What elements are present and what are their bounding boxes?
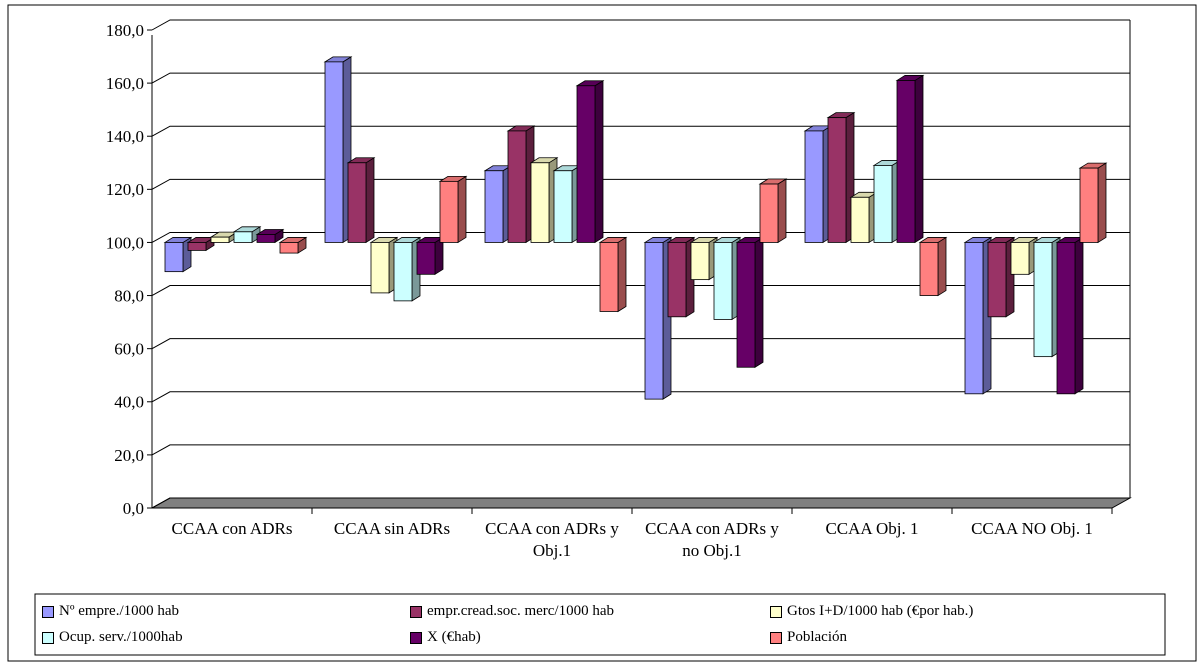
bar xyxy=(439,180,459,243)
bar xyxy=(713,242,733,320)
bar xyxy=(347,162,367,243)
bar xyxy=(667,242,687,318)
grid-line xyxy=(151,391,1130,403)
legend-swatch xyxy=(42,631,54,644)
bar xyxy=(850,196,870,243)
bar xyxy=(1079,167,1099,243)
grid-line xyxy=(151,444,1130,456)
grid-line xyxy=(151,125,1130,137)
bar xyxy=(599,242,619,312)
legend-swatch xyxy=(770,605,782,618)
legend-swatch xyxy=(42,605,54,618)
grid-line xyxy=(151,178,1130,190)
bar-side xyxy=(434,236,444,276)
bar xyxy=(804,130,824,243)
bar xyxy=(416,242,436,275)
legend-item: Ocup. serv./1000hab xyxy=(42,629,183,646)
grid-line xyxy=(151,285,1130,296)
legend-label: Gtos I+D/1000 hab (€por hab.) xyxy=(787,603,974,619)
bar xyxy=(507,130,527,243)
bar-side xyxy=(777,178,787,244)
bar xyxy=(1010,242,1030,275)
legend-swatch xyxy=(770,631,782,644)
bar xyxy=(736,242,756,368)
bar xyxy=(370,242,390,294)
bar xyxy=(827,117,847,243)
y-tick-label: 180,0 xyxy=(106,21,144,40)
bar xyxy=(987,242,1007,318)
bar xyxy=(964,242,984,395)
bar xyxy=(1056,242,1076,395)
y-tick-label: 100,0 xyxy=(106,233,144,252)
y-tick-label: 80,0 xyxy=(114,286,144,305)
x-tick-label: CCAA sin ADRs xyxy=(333,519,451,538)
y-tick-label: 120,0 xyxy=(106,180,144,199)
grid-line xyxy=(151,497,1130,509)
x-tick-label: CCAA con ADRs xyxy=(171,519,293,538)
bar-side xyxy=(594,80,604,244)
legend-item: Población xyxy=(770,629,847,646)
bar-side xyxy=(457,175,467,244)
grid-line xyxy=(151,338,1130,350)
grid-line xyxy=(151,72,1130,84)
x-tick-label: CCAA Obj. 1 xyxy=(825,519,919,538)
y-tick-label: 60,0 xyxy=(114,340,144,359)
x-tick-label: CCAA con ADRs y no Obj.1 xyxy=(645,519,779,560)
bar xyxy=(393,242,413,302)
y-tick-label: 140,0 xyxy=(106,127,144,146)
grid-line xyxy=(151,19,1130,31)
bar xyxy=(553,170,573,243)
bar-side xyxy=(1074,236,1084,395)
x-tick-label: CCAA NO Obj. 1 xyxy=(971,519,1093,538)
bar xyxy=(279,242,299,254)
bar-side xyxy=(914,74,924,244)
legend-box xyxy=(34,593,1166,656)
bar xyxy=(484,170,504,243)
y-tick-label: 40,0 xyxy=(114,393,144,412)
floor xyxy=(150,497,1132,509)
bar xyxy=(576,85,596,243)
y-tick-label: 0,0 xyxy=(123,499,144,518)
y-tick-label: 160,0 xyxy=(106,74,144,93)
bar xyxy=(187,242,207,251)
legend-label: X (€hab) xyxy=(427,629,481,645)
bar xyxy=(210,236,230,243)
bar xyxy=(644,242,664,400)
bar-side xyxy=(754,236,764,368)
legend-item: Gtos I+D/1000 hab (€por hab.) xyxy=(770,603,973,620)
bar xyxy=(690,242,710,281)
bar xyxy=(896,80,916,243)
x-tick-label: CCAA con ADRs y Obj.1 xyxy=(485,519,619,560)
y-tick-label: 20,0 xyxy=(114,446,144,465)
legend-item: Nº empre./1000 hab xyxy=(42,603,179,620)
bar xyxy=(530,162,550,243)
legend-label: empr.cread.soc. merc/1000 hab xyxy=(427,603,615,619)
bar xyxy=(233,231,253,243)
bar xyxy=(759,183,779,243)
bar-side xyxy=(617,236,627,313)
bar xyxy=(919,242,939,296)
bar xyxy=(873,165,893,243)
chart-border xyxy=(7,4,1197,662)
bar xyxy=(164,242,184,273)
bar-side xyxy=(937,236,947,297)
legend-item: X (€hab) xyxy=(410,629,481,646)
bar xyxy=(1033,242,1053,358)
legend-label: Ocup. serv./1000hab xyxy=(59,629,183,645)
legend-label: Nº empre./1000 hab xyxy=(59,603,180,619)
legend-item: empr.cread.soc. merc/1000 hab xyxy=(410,603,614,620)
bar-side xyxy=(1097,162,1107,244)
legend-label: Población xyxy=(787,629,847,645)
legend-swatch xyxy=(410,631,422,644)
bar-side xyxy=(365,157,375,244)
legend-swatch xyxy=(410,605,422,618)
bar xyxy=(256,234,276,243)
bar xyxy=(324,61,344,243)
